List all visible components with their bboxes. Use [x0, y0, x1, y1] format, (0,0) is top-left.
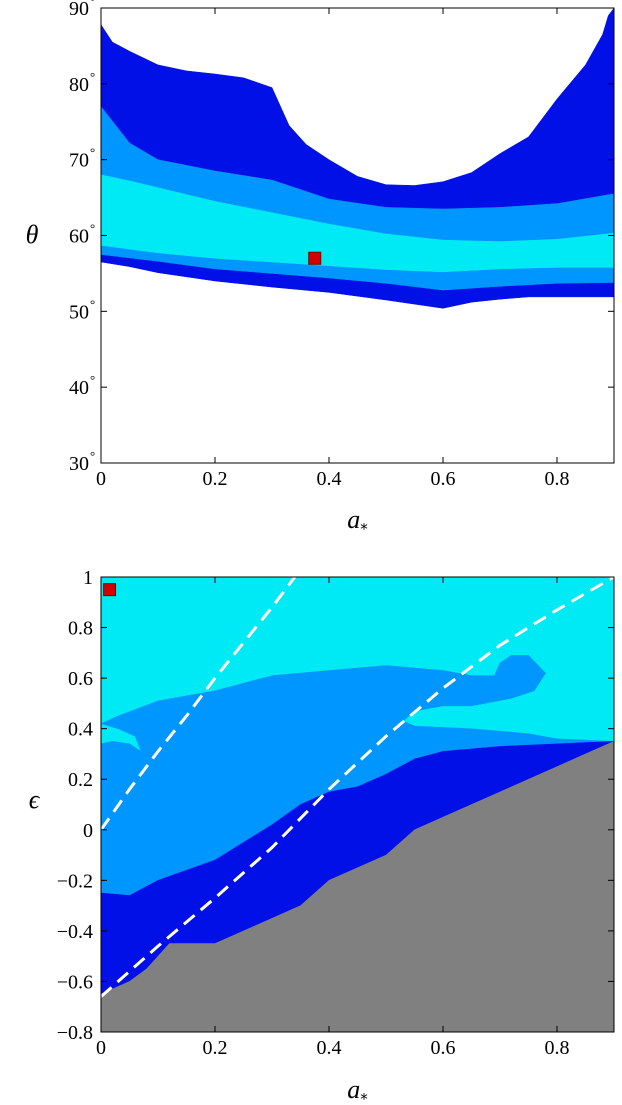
- degree-symbol: °: [90, 0, 95, 8]
- degree-symbol: °: [90, 296, 95, 311]
- x-axis-label: a*: [347, 1075, 368, 1105]
- plot-area: [101, 8, 614, 463]
- region-excluded: [101, 741, 614, 1032]
- dashed-curve-1: [101, 577, 614, 998]
- plot-frame: [100, 576, 615, 1033]
- y-tick-label: 0.4: [68, 719, 93, 741]
- y-tick-label: 50: [69, 301, 89, 323]
- x-tick-label: 0: [96, 468, 106, 490]
- y-axis-label: ϵ: [29, 785, 41, 814]
- y-tick-label: −0.4: [57, 921, 93, 943]
- x-axis-label-subscript: *: [360, 1090, 368, 1105]
- degree-symbol: °: [90, 145, 95, 160]
- x-tick-label: 0.4: [317, 468, 342, 490]
- y-tick-label: 0: [83, 820, 93, 842]
- x-axis-label: a*: [347, 505, 368, 538]
- best-fit-marker: [103, 583, 117, 597]
- y-tick-label: −0.6: [57, 971, 93, 993]
- y-tick-label: 30: [69, 453, 89, 475]
- y-tick-label: 0.8: [68, 618, 93, 640]
- degree-symbol: °: [90, 372, 95, 387]
- x-tick-label: 0.6: [431, 1037, 456, 1059]
- y-axis-label: θ: [26, 220, 39, 249]
- region-innermost: [101, 174, 614, 273]
- y-tick-label: 0.2: [68, 769, 93, 791]
- y-tick-label: 60: [69, 226, 89, 248]
- y-tick-label: 40: [69, 377, 89, 399]
- degree-symbol: °: [90, 221, 95, 236]
- y-tick-label: 70: [69, 150, 89, 172]
- x-tick-label: 0.8: [545, 1037, 570, 1059]
- epsilon-panel: 0 0.2 0.4 0.6 0.8 −0.8 −0.6 −0.4 −0.2 0 0.2 0.4 0.6 0…: [29, 567, 615, 1105]
- y-tick-label: 90: [69, 0, 89, 20]
- y-tick-label: 0.6: [68, 668, 93, 690]
- x-tick-label: 0: [96, 1037, 106, 1059]
- best-fit-marker: [308, 251, 322, 265]
- x-tick-label: 0.8: [545, 468, 570, 490]
- y-tick-label: −0.8: [57, 1022, 93, 1044]
- x-axis-label-subscript: *: [360, 520, 368, 538]
- dashed-curve-0: [101, 577, 296, 831]
- x-tick-label: 0.6: [431, 468, 456, 490]
- plot-area: [101, 577, 614, 1032]
- theta-panel: 0 0.2 0.4 0.6 0.830 °40 °50 °60 °70 °80 °90 °a*θ: [26, 0, 615, 538]
- degree-symbol: °: [90, 69, 95, 84]
- x-tick-label: 0.2: [203, 1037, 228, 1059]
- x-tick-label: 0.2: [203, 468, 228, 490]
- y-tick-label: 80: [69, 74, 89, 96]
- x-tick-label: 0.4: [317, 1037, 342, 1059]
- y-tick-label: −0.2: [57, 870, 93, 892]
- degree-symbol: °: [90, 448, 95, 463]
- y-tick-label: 1: [83, 567, 93, 589]
